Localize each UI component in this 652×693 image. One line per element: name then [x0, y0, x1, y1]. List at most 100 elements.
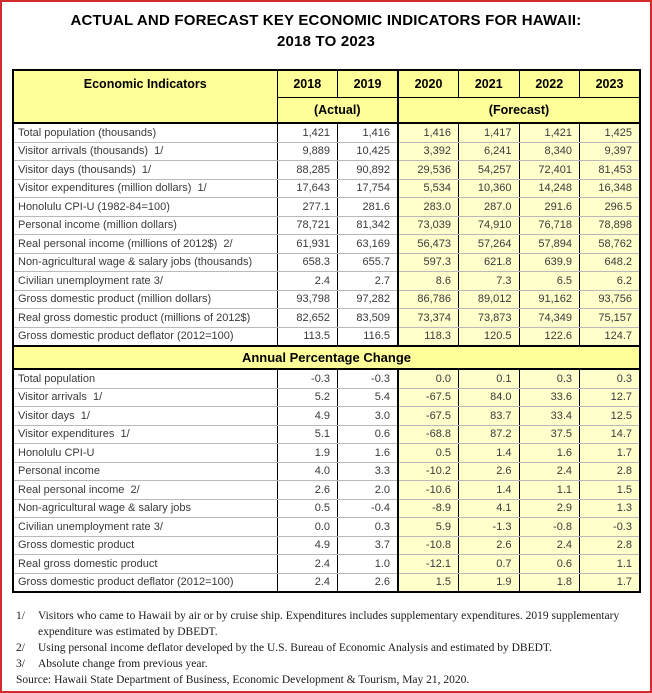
- page-title-line2: 2018 TO 2023: [276, 33, 376, 50]
- value-cell-2020: 73,374: [397, 308, 459, 328]
- row-label: Personal income (million dollars): [13, 215, 278, 235]
- row-label: Visitor expenditures (million dollars) 1…: [13, 178, 278, 198]
- value-cell-2019: 10,425: [337, 141, 399, 161]
- value-cell-2022: 2.4: [518, 461, 580, 481]
- value-cell-2019: -0.4: [337, 498, 399, 518]
- table-row: Personal income 4.0 3.3 -10.2 2.6 2.4 2.8: [13, 461, 641, 481]
- value-cell-2022: 91,162: [518, 289, 580, 309]
- value-cell-2018: 0.0: [276, 517, 338, 537]
- value-cell-2023: 75,157: [579, 308, 641, 328]
- value-cell-2023: 2.8: [579, 535, 641, 555]
- value-cell-2018: 2.6: [276, 480, 338, 500]
- value-cell-2021: 10,360: [458, 178, 520, 198]
- table-row: Honolulu CPI-U 1.9 1.6 0.5 1.4 1.6 1.7: [13, 443, 641, 463]
- value-cell-2023: 1.3: [579, 498, 641, 518]
- column-header-2019: 2019: [337, 69, 399, 98]
- value-cell-2021: 287.0: [458, 197, 520, 217]
- value-cell-2021: 1.4: [458, 443, 520, 463]
- row-label: Real personal income 2/: [13, 480, 278, 500]
- value-cell-2021: 83.7: [458, 406, 520, 426]
- column-header-2023: 2023: [579, 69, 641, 98]
- value-cell-2018: 5.1: [276, 424, 338, 444]
- table-header: Economic Indicators 2018 2019 2020 2021 …: [12, 69, 641, 124]
- value-cell-2023: 1.7: [579, 443, 641, 463]
- value-cell-2019: 116.5: [337, 326, 399, 347]
- value-cell-2023: 14.7: [579, 424, 641, 444]
- row-label: Real gross domestic product: [13, 554, 278, 574]
- footnote-text: Using personal income deflator developed…: [38, 642, 552, 654]
- value-cell-2022: 1.1: [518, 480, 580, 500]
- table-row: Non-agricultural wage & salary jobs (tho…: [13, 252, 641, 272]
- value-cell-2022: 8,340: [518, 141, 580, 161]
- value-cell-2023: 0.3: [579, 368, 641, 389]
- value-cell-2018: 2.4: [276, 554, 338, 574]
- value-cell-2020: 73,039: [397, 215, 459, 235]
- value-cell-2018: 9,889: [276, 141, 338, 161]
- footnote-marker: 3/: [16, 658, 25, 670]
- value-cell-2022: 291.6: [518, 197, 580, 217]
- value-cell-2023: 648.2: [579, 252, 641, 272]
- row-label: Gross domestic product (million dollars): [13, 289, 278, 309]
- column-header-economic-indicators: Economic Indicators: [12, 69, 278, 124]
- row-label: Non-agricultural wage & salary jobs: [13, 498, 278, 518]
- value-cell-2018: 93,798: [276, 289, 338, 309]
- row-label: Personal income: [13, 461, 278, 481]
- change-section: Total population -0.3 -0.3 0.0 0.1 0.3 0.3 Visi…: [13, 368, 641, 593]
- row-label: Total population (thousands): [13, 122, 278, 143]
- value-cell-2023: 58,762: [579, 234, 641, 254]
- value-cell-2020: -8.9: [397, 498, 459, 518]
- row-label: Civilian unemployment rate 3/: [13, 271, 278, 291]
- footnote: 3/Absolute change from previous year.: [16, 656, 636, 672]
- value-cell-2022: 72,401: [518, 160, 580, 180]
- value-cell-2023: 1.5: [579, 480, 641, 500]
- value-cell-2021: 1,417: [458, 122, 520, 143]
- value-cell-2018: 658.3: [276, 252, 338, 272]
- table-row: Visitor days 1/4.9 3.0 -67.5 83.7 33.4 12.5: [13, 406, 641, 426]
- value-cell-2021: 1.4: [458, 480, 520, 500]
- value-cell-2021: 621.8: [458, 252, 520, 272]
- value-cell-2023: 78,898: [579, 215, 641, 235]
- value-cell-2023: 93,756: [579, 289, 641, 309]
- value-cell-2020: 283.0: [397, 197, 459, 217]
- value-cell-2020: 5.9: [397, 517, 459, 537]
- value-cell-2021: 2.6: [458, 535, 520, 555]
- value-cell-2023: 81,453: [579, 160, 641, 180]
- value-cell-2021: 0.7: [458, 554, 520, 574]
- value-cell-2018: -0.3: [276, 368, 338, 389]
- column-header-2020: 2020: [397, 69, 459, 98]
- value-cell-2022: 2.4: [518, 535, 580, 555]
- value-cell-2019: 1,416: [337, 122, 399, 143]
- value-cell-2020: -10.8: [397, 535, 459, 555]
- row-label: Gross domestic product deflator (2012=10…: [13, 326, 278, 347]
- value-cell-2021: 54,257: [458, 160, 520, 180]
- value-cell-2019: 1.6: [337, 443, 399, 463]
- page-title: ACTUAL AND FORECAST KEY ECONOMIC INDICAT…: [2, 10, 650, 52]
- value-cell-2021: -1.3: [458, 517, 520, 537]
- row-label: Real personal income (millions of 2012$)…: [13, 234, 278, 254]
- table-row: Visitor expenditures (million dollars) 1…: [13, 178, 641, 198]
- value-cell-2021: 87.2: [458, 424, 520, 444]
- column-header-2018: 2018: [276, 69, 338, 98]
- column-header-2022: 2022: [518, 69, 580, 98]
- value-cell-2020: 86,786: [397, 289, 459, 309]
- value-cell-2021: 89,012: [458, 289, 520, 309]
- value-cell-2022: 639.9: [518, 252, 580, 272]
- value-cell-2023: 1.7: [579, 572, 641, 593]
- value-cell-2019: 83,509: [337, 308, 399, 328]
- value-cell-2020: 3,392: [397, 141, 459, 161]
- row-label: Real gross domestic product (millions of…: [13, 308, 278, 328]
- value-cell-2021: 74,910: [458, 215, 520, 235]
- value-cell-2022: 14,248: [518, 178, 580, 198]
- value-cell-2019: 5.4: [337, 387, 399, 407]
- footnote-marker: Source:: [16, 674, 52, 686]
- value-cell-2019: 1.0: [337, 554, 399, 574]
- table-row: Real personal income 2/2.6 2.0 -10.6 1.4 1.1…: [13, 480, 641, 500]
- footnote: 1/Visitors who came to Hawaii by air or …: [16, 608, 636, 640]
- table-row: Visitor expenditures 1/5.1 0.6 -68.8 87.2 37…: [13, 424, 641, 444]
- forecast-header: (Forecast): [397, 97, 641, 124]
- value-cell-2018: 4.9: [276, 535, 338, 555]
- value-cell-2021: 57,264: [458, 234, 520, 254]
- value-cell-2022: -0.8: [518, 517, 580, 537]
- value-cell-2019: 81,342: [337, 215, 399, 235]
